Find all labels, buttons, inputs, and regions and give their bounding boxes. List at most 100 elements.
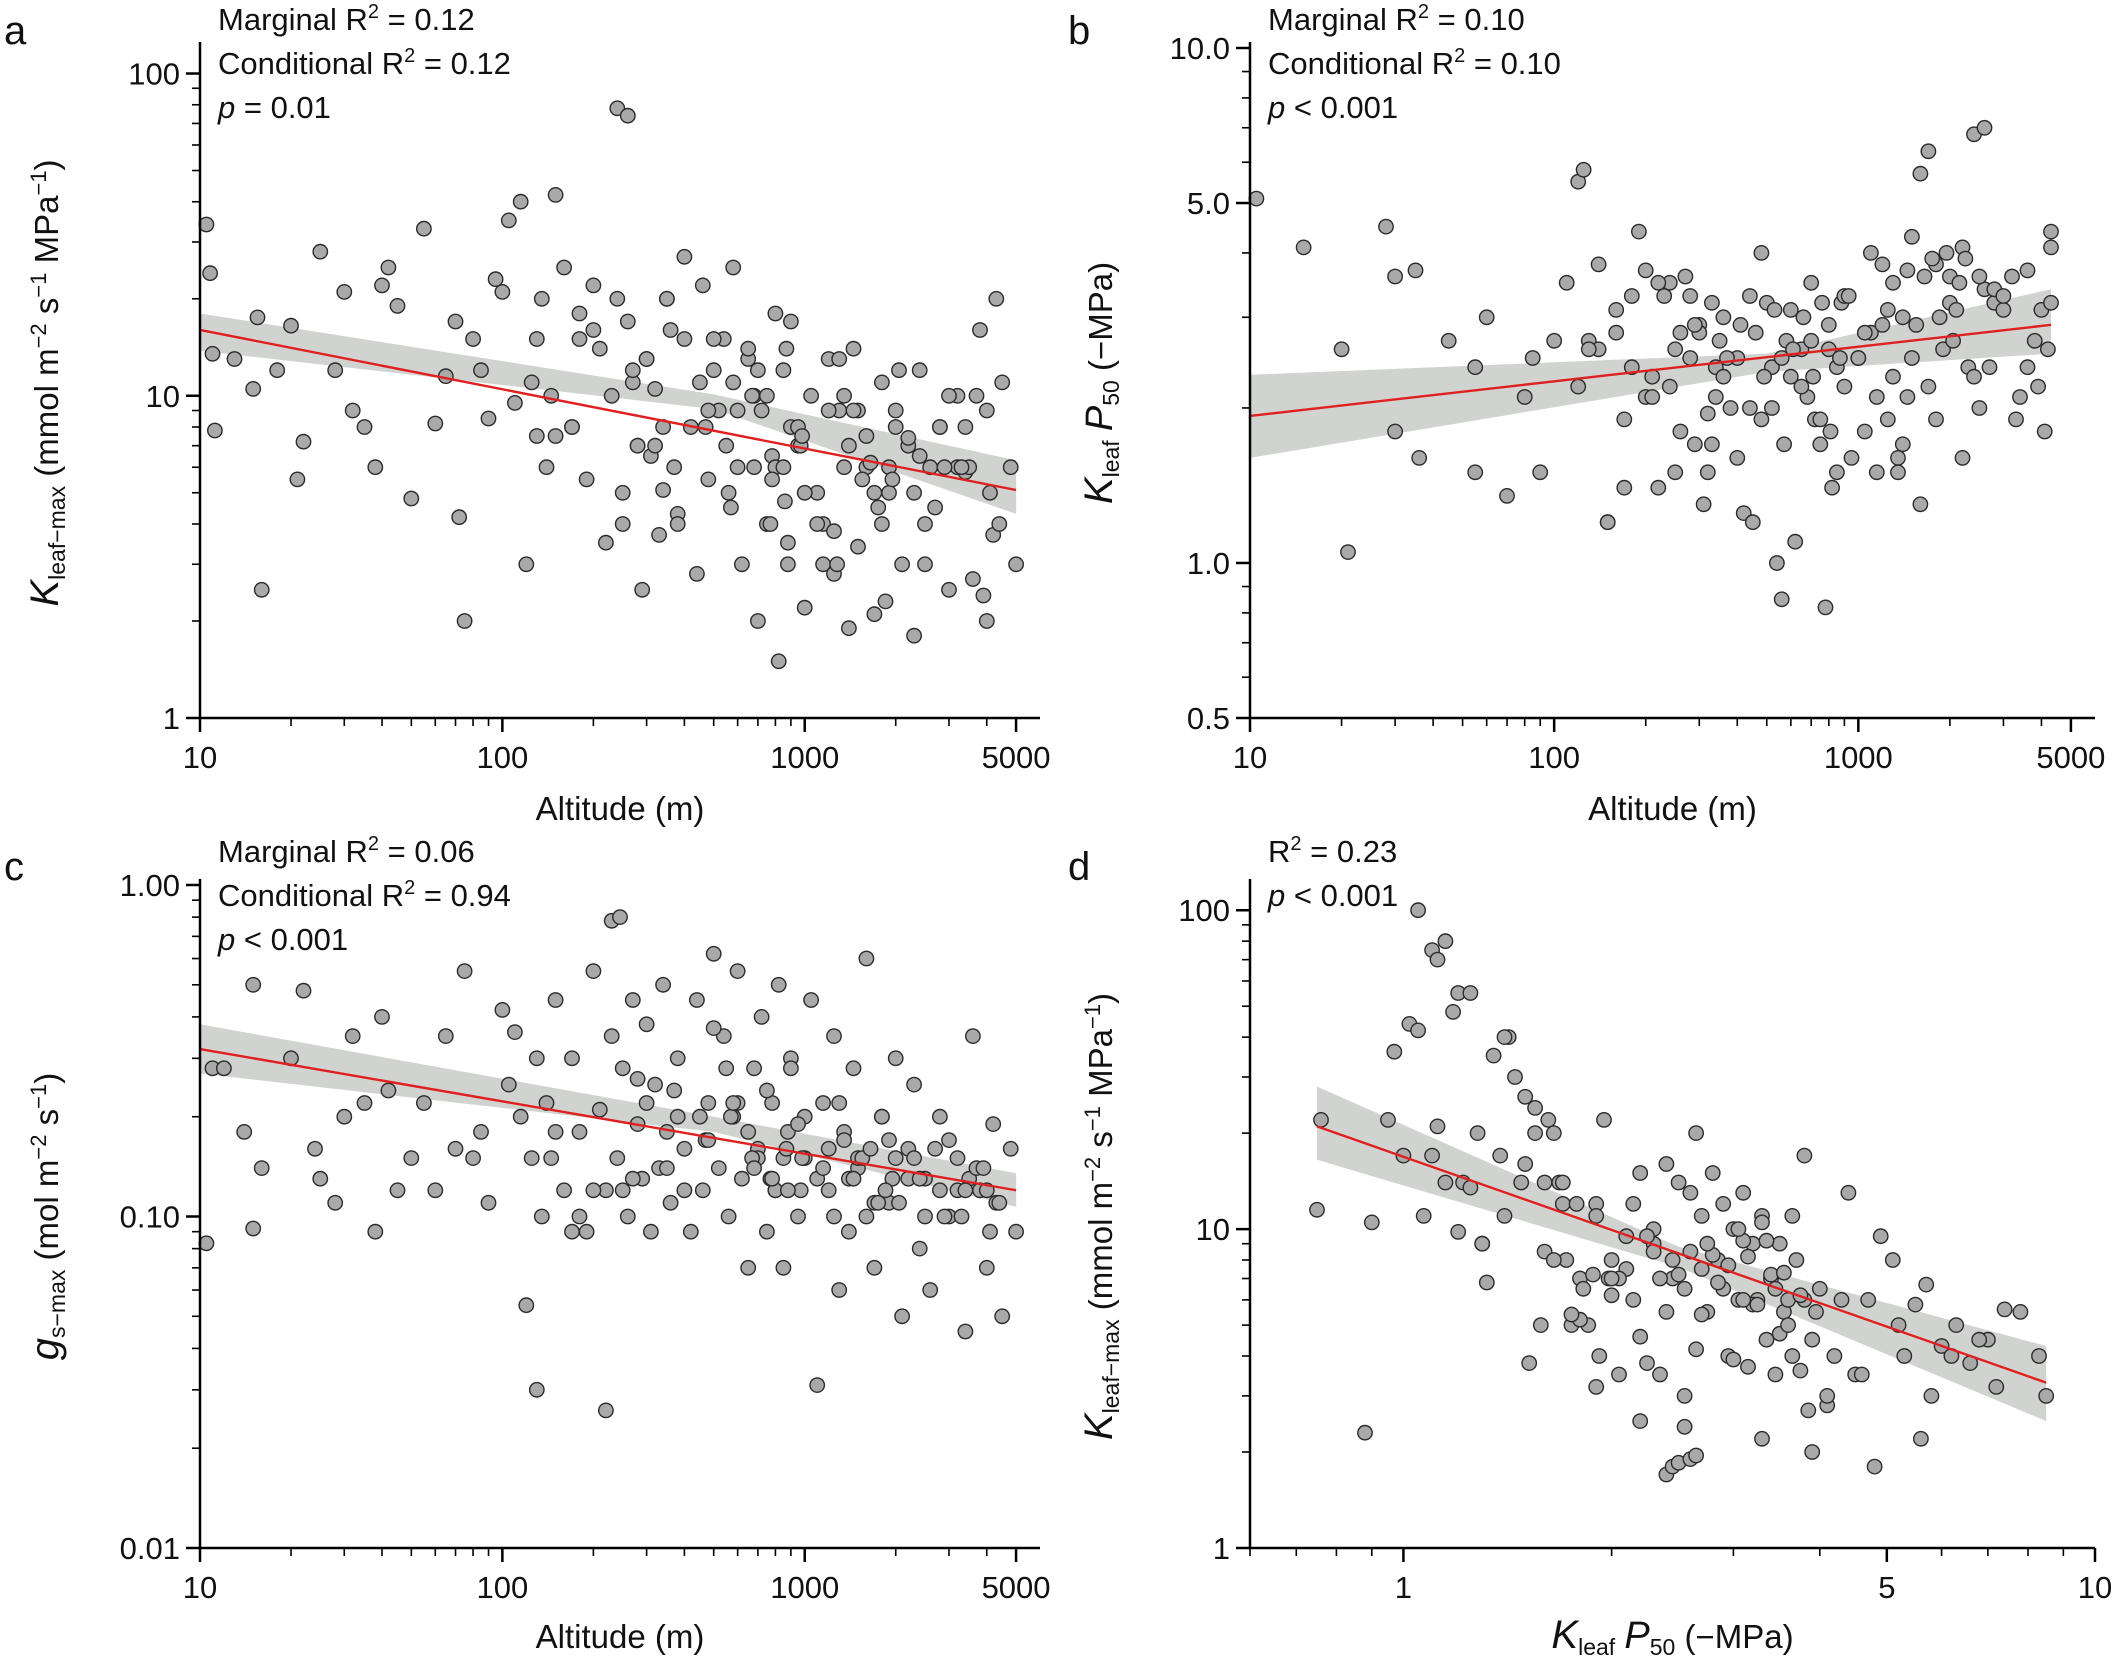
- data-point: [874, 1108, 890, 1125]
- data-point: [556, 259, 572, 276]
- data-point: [374, 277, 390, 294]
- data-point: [874, 374, 890, 391]
- data-point: [598, 1402, 614, 1419]
- scatter-points-a: [198, 100, 1024, 670]
- data-point: [1313, 1112, 1329, 1128]
- stats-line: p < 0.001: [217, 922, 348, 957]
- stats-line: Marginal R2 = 0.12: [218, 1, 475, 37]
- data-point: [253, 1160, 270, 1177]
- data-point: [1437, 1174, 1454, 1191]
- data-point: [528, 1381, 545, 1398]
- data-point: [1840, 1184, 1857, 1201]
- data-point: [624, 992, 641, 1008]
- data-point: [1725, 1351, 1742, 1368]
- data-point: [692, 1108, 708, 1125]
- data-point: [1521, 1355, 1538, 1372]
- data-point: [985, 1116, 1002, 1133]
- data-point: [957, 419, 974, 435]
- data-point: [1545, 1125, 1562, 1142]
- data-point: [753, 1009, 770, 1025]
- data-point: [1710, 1274, 1726, 1291]
- data-point: [307, 1140, 323, 1157]
- data-point: [826, 523, 842, 540]
- data-point: [1931, 309, 1948, 326]
- data-point: [991, 1194, 1008, 1211]
- data-point: [682, 1223, 699, 1240]
- data-point: [692, 374, 708, 391]
- data-point: [740, 1124, 757, 1140]
- data-point: [647, 1076, 663, 1093]
- data-point: [1817, 599, 1834, 616]
- data-point: [480, 410, 497, 427]
- data-point: [236, 1124, 253, 1140]
- axes-c: [198, 879, 1040, 1550]
- data-point: [651, 527, 667, 543]
- data-point: [953, 459, 970, 476]
- data-point: [1478, 1274, 1495, 1291]
- data-point: [500, 212, 517, 229]
- y-tick-label: 100: [128, 57, 180, 92]
- panel-letter-a: a: [4, 9, 27, 53]
- data-point: [917, 556, 933, 573]
- data-point: [1407, 262, 1424, 279]
- data-point: [1658, 1156, 1675, 1172]
- data-point: [1378, 218, 1394, 235]
- data-point: [1517, 1156, 1534, 1172]
- data-point: [528, 428, 545, 444]
- data-point: [1928, 411, 1944, 428]
- data-point: [1729, 449, 1746, 466]
- data-point: [245, 380, 262, 397]
- data-point: [777, 493, 793, 510]
- regression-line-c: [199, 1047, 1017, 1192]
- data-point: [1672, 423, 1689, 440]
- data-point: [1625, 1196, 1642, 1212]
- data-point: [1792, 1362, 1809, 1379]
- x-tick-label: 1000: [770, 1570, 839, 1605]
- data-point: [1787, 533, 1804, 550]
- data-point: [1826, 1348, 1843, 1364]
- data-point: [415, 1095, 432, 1111]
- data-point: [564, 1050, 580, 1067]
- data-point: [603, 1028, 620, 1045]
- data-point: [917, 1208, 933, 1225]
- data-point: [1995, 301, 2012, 318]
- data-point: [778, 340, 795, 357]
- data-point: [1753, 244, 1770, 261]
- data-point: [1248, 190, 1265, 207]
- y-tick-label: 0.01: [120, 1531, 180, 1566]
- data-point: [629, 437, 646, 454]
- data-point: [403, 490, 420, 507]
- data-point: [494, 283, 511, 300]
- y-tick-label: 1.00: [120, 868, 180, 903]
- data-point: [1908, 316, 1925, 333]
- data-point: [968, 387, 985, 404]
- data-point: [547, 1124, 564, 1140]
- data-point: [689, 992, 705, 1008]
- data-point: [447, 313, 464, 330]
- data-point: [1676, 1388, 1693, 1404]
- data-point: [1632, 1328, 1649, 1345]
- data-point: [603, 387, 620, 404]
- data-point: [1885, 368, 1901, 385]
- data-point: [1410, 1022, 1427, 1039]
- data-point: [746, 1160, 762, 1177]
- data-point: [1688, 1125, 1705, 1142]
- data-point: [1516, 389, 1533, 405]
- data-point: [1410, 902, 1427, 919]
- data-point: [662, 1194, 679, 1211]
- data-point: [1866, 1458, 1883, 1475]
- data-point: [1632, 1413, 1649, 1430]
- data-point: [1824, 479, 1841, 496]
- data-point: [415, 220, 432, 237]
- data-point: [518, 556, 535, 573]
- data-point: [1499, 487, 1515, 504]
- data-point: [809, 516, 826, 532]
- y-axis-title-d: Kleaf−max (mmol m−2 s−1 MPa−1): [1077, 993, 1124, 1440]
- data-point: [1971, 1331, 1988, 1348]
- stats-line: Marginal R2 = 0.10: [1268, 1, 1525, 37]
- data-point: [932, 1182, 948, 1199]
- data-point: [1957, 250, 1974, 267]
- data-point: [1735, 1292, 1752, 1308]
- data-point: [845, 402, 862, 419]
- data-point: [759, 1223, 775, 1240]
